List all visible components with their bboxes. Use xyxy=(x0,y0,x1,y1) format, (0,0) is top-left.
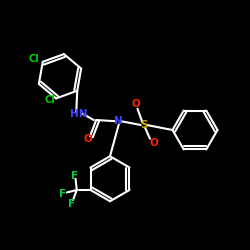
Text: F: F xyxy=(60,189,66,199)
Text: O: O xyxy=(150,138,158,147)
Text: O: O xyxy=(132,99,140,109)
Text: Cl: Cl xyxy=(44,95,55,105)
Text: Cl: Cl xyxy=(29,54,40,64)
Text: S: S xyxy=(140,120,147,130)
Text: O: O xyxy=(83,134,92,144)
Text: N: N xyxy=(114,116,123,126)
Text: F: F xyxy=(71,171,78,181)
Text: HN: HN xyxy=(70,109,87,119)
Text: F: F xyxy=(68,199,75,209)
